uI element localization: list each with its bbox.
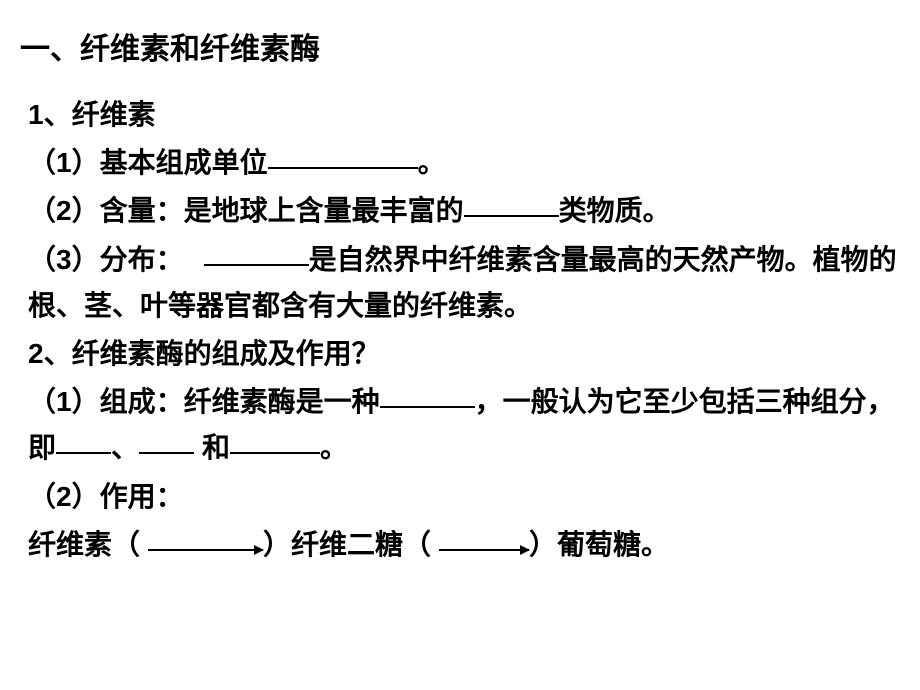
arrow-blank-1 bbox=[148, 549, 263, 551]
reaction-start: 纤维素（ bbox=[28, 529, 140, 560]
item-2-1: （1）组成：纤维素酶是一种，一般认为它至少包括三种组分，即、和。 bbox=[28, 379, 900, 471]
item-2-2-heading: （2）作用： bbox=[28, 474, 900, 520]
blank-2-1d bbox=[230, 452, 320, 454]
reaction-line: 纤维素（ ）纤维二糖（ ）葡萄糖。 bbox=[28, 522, 900, 568]
item-2-1-text-mid2: 、 bbox=[111, 432, 139, 463]
blank-2-1a bbox=[380, 406, 475, 408]
item-1-3: （3）分布：是自然界中纤维素含量最高的天然产物。植物的根、茎、叶等器官都含有大量… bbox=[28, 237, 900, 329]
item-1-1-text-before: （1）基本组成单位 bbox=[28, 147, 268, 178]
section2-heading: 2、纤维素酶的组成及作用？ bbox=[28, 331, 900, 377]
item-2-1-text-mid3: 和 bbox=[202, 432, 230, 463]
item-1-2-text-after: 类物质。 bbox=[559, 195, 671, 226]
item-1-2-text-before: （2）含量：是地球上含量最丰富的 bbox=[28, 195, 464, 226]
blank-2-1b bbox=[56, 452, 111, 454]
item-2-1-text-after: 。 bbox=[320, 432, 348, 463]
reaction-mid2: ）葡萄糖。 bbox=[529, 529, 669, 560]
reaction-mid1: ）纤维二糖（ bbox=[263, 529, 431, 560]
item-1-3-text-before: （3）分布： bbox=[28, 244, 184, 275]
document-content: 1、纤维素 （1）基本组成单位。 （2）含量：是地球上含量最丰富的类物质。 （3… bbox=[20, 92, 900, 568]
item-1-1: （1）基本组成单位 。 bbox=[28, 140, 900, 186]
item-2-1-text-before: （1）组成：纤维素酶是一种 bbox=[28, 386, 380, 417]
arrow-blank-2 bbox=[439, 549, 529, 551]
main-title: 一、纤维素和纤维素酶 bbox=[20, 24, 900, 68]
item-1-1-text-after: 。 bbox=[418, 147, 446, 178]
blank-1-1 bbox=[268, 167, 418, 169]
blank-1-2 bbox=[464, 215, 559, 217]
item-1-2: （2）含量：是地球上含量最丰富的 类物质。 bbox=[28, 188, 900, 234]
section1-heading: 1、纤维素 bbox=[28, 92, 900, 138]
blank-2-1c bbox=[139, 452, 194, 454]
blank-1-3 bbox=[204, 264, 309, 266]
